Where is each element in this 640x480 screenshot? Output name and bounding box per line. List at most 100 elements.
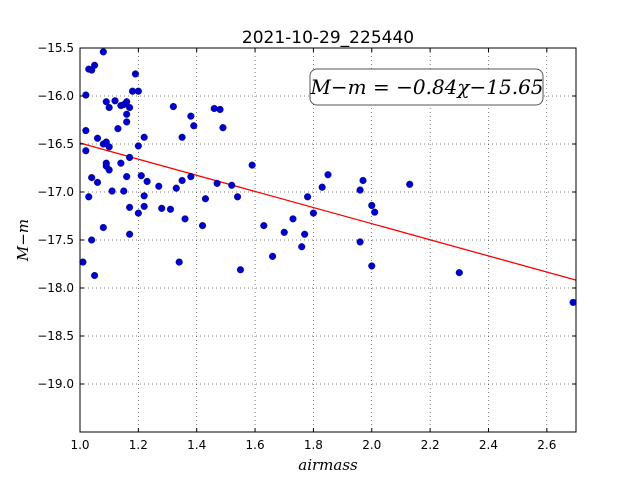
data-point xyxy=(93,134,102,142)
x-tick-labels: 1.0 1.2 1.4 1.6 1.8 2.0 2.2 2.4 2.6 xyxy=(70,438,556,452)
data-point xyxy=(455,269,463,277)
data-point xyxy=(172,184,180,192)
y-axis-label: M−m xyxy=(14,219,32,262)
data-point xyxy=(123,118,131,126)
data-point xyxy=(126,153,134,161)
annotation-text: M−m = −0.84χ−15.65 xyxy=(309,75,543,99)
data-point xyxy=(187,112,195,120)
data-point xyxy=(126,103,134,112)
data-point xyxy=(91,61,99,69)
data-point xyxy=(108,187,116,195)
data-point xyxy=(198,222,207,230)
data-point xyxy=(99,223,107,232)
x-tick-label: 2.4 xyxy=(479,438,498,452)
data-point xyxy=(99,48,107,56)
y-tick-labels: −15.5 −16.0 −16.5 −17.0 −17.5 −18.0 −18.5 −19.0 xyxy=(37,41,74,391)
x-tick-label: 1.8 xyxy=(304,438,323,452)
data-point xyxy=(236,266,245,274)
grid xyxy=(80,48,576,432)
data-point xyxy=(134,87,142,95)
data-points xyxy=(79,48,577,306)
data-point xyxy=(269,252,277,260)
data-point xyxy=(190,122,198,130)
data-point xyxy=(280,228,288,236)
fit-line-group xyxy=(79,142,577,281)
data-point xyxy=(248,161,256,169)
data-point xyxy=(289,215,297,223)
data-point xyxy=(166,205,174,213)
data-point xyxy=(181,215,189,223)
x-tick-label: 1.2 xyxy=(129,438,148,452)
data-point xyxy=(140,192,148,200)
y-tick-label: −19.0 xyxy=(37,377,74,391)
data-point xyxy=(569,298,577,306)
data-point xyxy=(105,166,113,174)
plot-area xyxy=(79,47,577,433)
data-point xyxy=(123,98,131,106)
fit-line xyxy=(79,142,577,281)
data-point xyxy=(169,103,177,111)
data-point xyxy=(234,193,242,201)
data-point xyxy=(105,103,113,112)
x-axis-label: airmass xyxy=(298,456,358,474)
data-point xyxy=(178,133,186,141)
data-point xyxy=(309,209,317,217)
data-point xyxy=(216,105,224,113)
y-tick-label: −18.5 xyxy=(37,329,74,343)
y-tick-label: −16.5 xyxy=(37,137,74,151)
data-point xyxy=(123,110,131,118)
data-point xyxy=(359,176,367,185)
data-point xyxy=(134,142,142,150)
data-point xyxy=(102,98,110,106)
data-point xyxy=(201,195,210,203)
data-point xyxy=(88,236,96,244)
data-point xyxy=(134,209,142,217)
data-point xyxy=(298,243,306,251)
chart-title: 2021-10-29_225440 xyxy=(242,28,414,48)
x-tick-label: 1.4 xyxy=(187,438,206,452)
x-tick-label: 2.2 xyxy=(421,438,440,452)
data-point xyxy=(304,193,312,201)
data-point xyxy=(143,177,151,185)
data-point xyxy=(85,193,93,201)
data-point xyxy=(368,262,376,270)
data-point xyxy=(210,104,218,113)
data-point xyxy=(219,124,227,132)
x-tick-label: 2.6 xyxy=(537,438,556,452)
data-point xyxy=(228,181,236,189)
data-point xyxy=(213,179,221,187)
data-point xyxy=(301,230,309,238)
y-tick-label: −18.0 xyxy=(37,281,74,295)
data-point xyxy=(175,258,183,266)
data-point xyxy=(82,91,90,99)
data-point xyxy=(260,222,268,230)
data-point xyxy=(356,238,364,246)
data-point xyxy=(105,143,113,151)
data-point xyxy=(178,176,186,185)
data-point xyxy=(82,127,90,135)
data-point xyxy=(368,201,376,209)
data-point xyxy=(324,171,332,179)
x-tick-label: 1.6 xyxy=(246,438,265,452)
annotation-box xyxy=(309,68,544,106)
data-point xyxy=(88,174,96,182)
data-point xyxy=(140,202,148,210)
data-point xyxy=(117,159,125,167)
data-point xyxy=(187,173,195,181)
data-point xyxy=(356,186,364,194)
fit-annotation: M−m = −0.84χ−15.65 xyxy=(309,68,544,106)
data-point xyxy=(126,203,134,211)
y-tick-label: −17.0 xyxy=(37,185,74,199)
data-point xyxy=(114,125,122,133)
data-point xyxy=(158,204,166,212)
data-point xyxy=(126,230,134,238)
y-tick-label: −17.5 xyxy=(37,233,74,247)
x-tick-label: 2.0 xyxy=(362,438,381,452)
data-point xyxy=(155,182,163,190)
data-point xyxy=(91,271,99,280)
x-tick-label: 1.0 xyxy=(70,438,89,452)
tick-marks xyxy=(79,47,576,432)
data-point xyxy=(123,173,131,181)
data-point xyxy=(82,147,90,155)
